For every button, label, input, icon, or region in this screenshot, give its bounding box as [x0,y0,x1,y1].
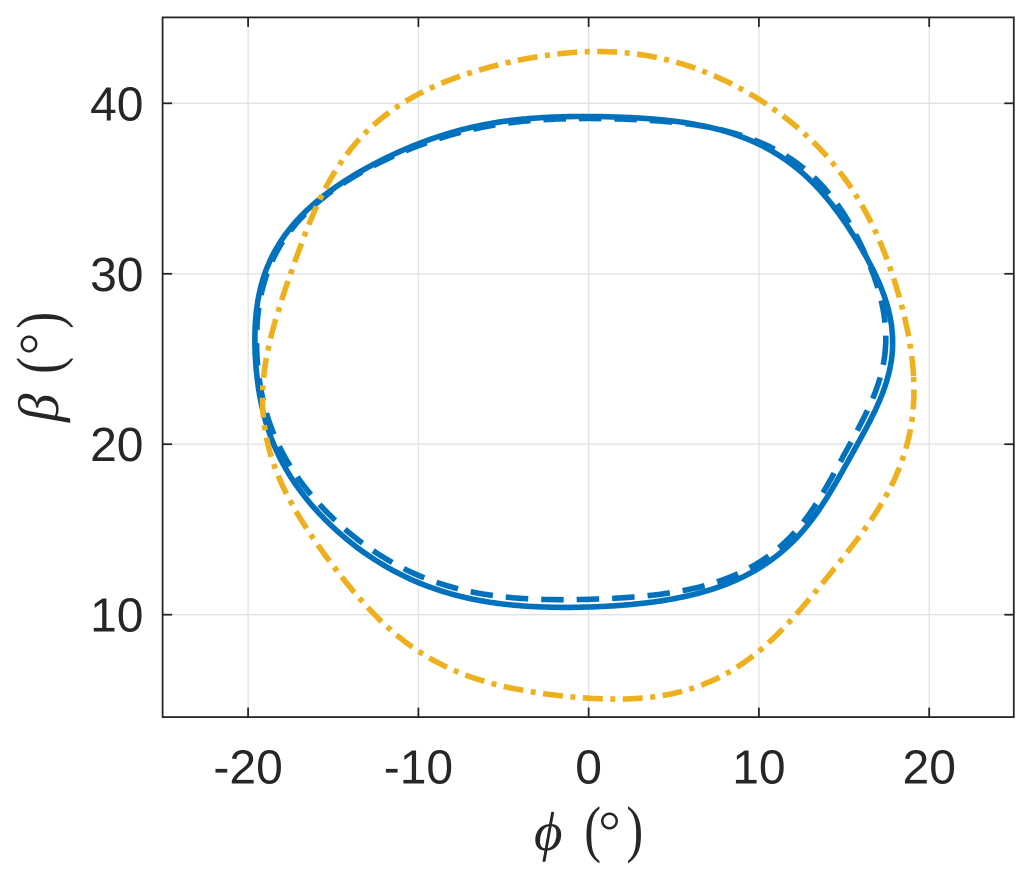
svg-text:20: 20 [903,742,956,795]
svg-text:): ) [4,312,74,329]
svg-text:ϕ: ϕ [534,801,562,862]
svg-text:(: ( [4,357,74,374]
svg-text:10: 10 [90,590,143,643]
svg-text:40: 40 [90,78,143,131]
svg-text:0: 0 [575,742,602,795]
svg-text:-10: -10 [384,742,453,795]
svg-text:(: ( [584,794,601,864]
svg-text:β: β [8,393,71,423]
svg-text:): ) [626,794,643,864]
svg-text:20: 20 [90,419,143,472]
svg-text:10: 10 [732,742,785,795]
svg-text:-20: -20 [213,742,282,795]
svg-text:30: 30 [90,249,143,302]
